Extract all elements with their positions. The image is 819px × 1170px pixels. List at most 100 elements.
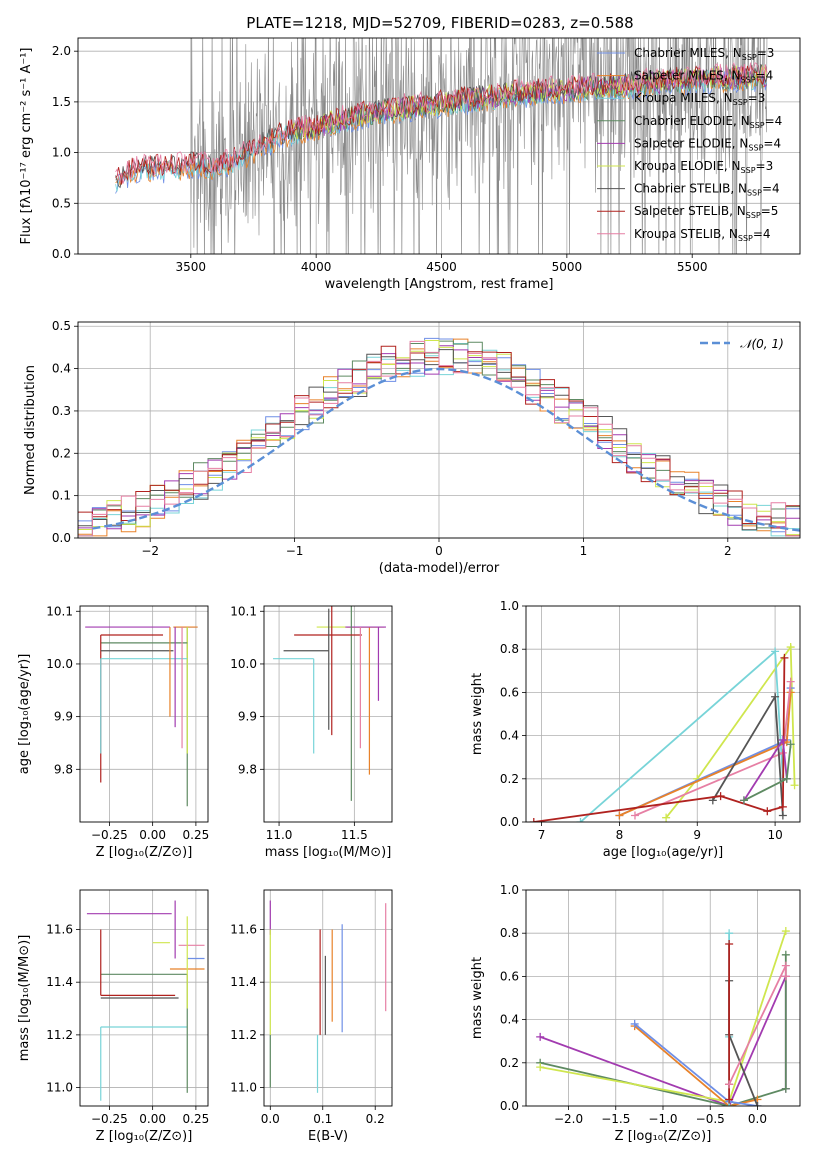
weight-marker (529, 818, 538, 822)
x-tick-label: 4000 (301, 260, 332, 274)
x-tick-label: 0.1 (313, 1112, 332, 1126)
panel-age_vs_mass: 11.0 11.5 9.8 9.9 10.0 10.1 mass [log₁₀(M/M⊙)] (230, 604, 393, 860)
y-axis-label: mass weight (470, 673, 485, 755)
legend-label: Kroupa MILES, NSSP=3 (634, 91, 765, 107)
tick-labels: −2 −1 0 1 2 0.0 0.1 0.2 0.3 0.4 0.5 (52, 319, 732, 558)
y-axis-label: age [log₁₀(age/yr)] (17, 654, 32, 775)
errorbar-salpeter_stelib (100, 634, 164, 783)
legend-label: Salpeter ELODIE, NSSP=4 (634, 136, 781, 152)
weight-line-salpeter_miles (634, 1025, 758, 1106)
observed-spectrum (115, 38, 768, 254)
x-tick-label: −0.5 (696, 1112, 725, 1126)
y-tick-label: 0.0 (500, 1099, 519, 1113)
x-tick-label: 1 (580, 544, 588, 558)
x-axis-label: Z [log₁₀(Z/Z⊙)] (96, 845, 193, 860)
y-tick-label: 11.6 (46, 923, 73, 937)
y-tick-label: 0.1 (52, 489, 71, 503)
plot-area (86, 900, 205, 1101)
tick-labels: −2.0 −1.5 −1.0 −0.5 0.0 0.0 0.2 0.4 0.6 0.8 1.0 (500, 883, 767, 1126)
x-tick-label: −0.25 (91, 828, 128, 842)
y-tick-label: 0.3 (52, 404, 71, 418)
y-tick-label: 2.0 (52, 44, 71, 58)
weight-marker (615, 811, 624, 820)
panel-residuals: −2 −1 0 1 2 0.0 0.1 0.2 0.3 0.4 0.5 (data-model)/er… (23, 319, 801, 576)
y-tick-label: 11.4 (230, 975, 257, 989)
y-tick-label: 0.2 (500, 1056, 519, 1070)
weight-marker (536, 1032, 545, 1041)
x-tick-label: 5000 (552, 260, 583, 274)
axes-frame (525, 889, 801, 1107)
y-tick-label: 10.0 (46, 657, 73, 671)
weight-marker (725, 940, 734, 948)
y-tick-label: 9.9 (54, 710, 73, 724)
y-tick-label: 0.2 (500, 772, 519, 786)
y-tick-label: 11.2 (230, 1028, 257, 1042)
panel-weight_vs_Z: −2.0 −1.5 −1.0 −0.5 0.0 0.0 0.2 0.4 0.6 0.8 1.0 Z [… (470, 883, 801, 1144)
y-tick-label: 0.0 (52, 531, 71, 545)
tick-labels: −0.25 0.00 0.25 11.0 11.2 11.4 11.6 (46, 923, 209, 1126)
x-tick-label: 0.2 (366, 1112, 385, 1126)
legend-label: 𝒩(0, 1) (740, 337, 784, 351)
y-tick-label: 9.9 (238, 710, 257, 724)
x-tick-label: 0.00 (139, 828, 166, 842)
axes-frame (77, 321, 801, 539)
x-tick-label: −0.25 (91, 1112, 128, 1126)
x-axis-label: age [log₁₀(age/yr)] (603, 845, 724, 860)
x-tick-label: 9 (693, 828, 701, 842)
x-tick-label: 0.0 (748, 1112, 767, 1126)
grid (264, 606, 392, 822)
x-tick-label: −1 (286, 544, 304, 558)
legend-label: Kroupa ELODIE, NSSP=3 (634, 159, 773, 175)
x-tick-label: 5500 (677, 260, 708, 274)
panel-mass_vs_ebv: 0.0 0.1 0.2 11.0 11.2 11.4 11.6 E(B-V) (230, 889, 393, 1144)
x-tick-label: −2 (141, 544, 159, 558)
x-tick-label: 11.5 (341, 828, 368, 842)
y-tick-label: 0.8 (500, 926, 519, 940)
errorbar-chabrier_elodie (350, 606, 352, 801)
y-tick-label: 10.0 (230, 657, 257, 671)
y-tick-label: 0.6 (500, 685, 519, 699)
y-tick-label: 0.4 (500, 729, 519, 743)
y-tick-label: 11.4 (46, 975, 73, 989)
plot-area (269, 900, 387, 1093)
y-tick-label: 11.2 (46, 1028, 73, 1042)
grid (80, 606, 208, 822)
grid (526, 605, 800, 823)
x-tick-label: 0.0 (261, 1112, 280, 1126)
weight-marker (782, 774, 791, 783)
y-tick-label: 0.5 (52, 196, 71, 210)
y-axis-label: Flux [fλ10⁻¹⁷ erg cm⁻² s⁻¹ A⁻¹] (19, 48, 34, 245)
y-tick-label: 0.6 (500, 969, 519, 983)
weight-marker (725, 1095, 734, 1104)
y-axis-label: mass weight (470, 957, 485, 1039)
weight-marker (536, 1063, 545, 1072)
x-tick-label: 10 (767, 828, 782, 842)
weight-marker (753, 1102, 762, 1106)
weight-marker (630, 811, 639, 820)
weight-marker (662, 813, 671, 822)
grid (264, 890, 392, 1106)
weight-marker (763, 807, 772, 816)
x-axis-label: (data-model)/error (379, 561, 500, 576)
x-tick-label: 0 (435, 544, 443, 558)
axes-frame (77, 37, 801, 255)
legend-label: Kroupa STELIB, NSSP=4 (634, 227, 771, 243)
x-tick-label: 0.25 (183, 1112, 210, 1126)
y-tick-label: 9.8 (54, 762, 73, 776)
weight-marker (778, 735, 787, 744)
y-tick-label: 0.4 (500, 1013, 519, 1027)
weight-marker (786, 740, 795, 749)
axes-frame (263, 889, 393, 1107)
plot-area (536, 927, 790, 1106)
x-tick-label: 8 (616, 828, 624, 842)
y-tick-label: 0.2 (52, 446, 71, 460)
weight-marker (725, 929, 734, 938)
x-axis-label: E(B-V) (308, 1129, 348, 1144)
x-axis-label: mass [log₁₀(M/M⊙)] (265, 845, 392, 860)
tick-labels: 0.0 0.1 0.2 11.0 11.2 11.4 11.6 (230, 923, 384, 1126)
y-tick-label: 1.0 (52, 146, 71, 160)
tick-labels: 3500 4000 4500 5000 5500 0.0 0.5 1.0 1.5 2.0 (52, 44, 708, 274)
weight-marker (781, 972, 790, 981)
weight-line-kroupa_elodie (665, 644, 796, 819)
y-tick-label: 0.5 (52, 319, 71, 333)
